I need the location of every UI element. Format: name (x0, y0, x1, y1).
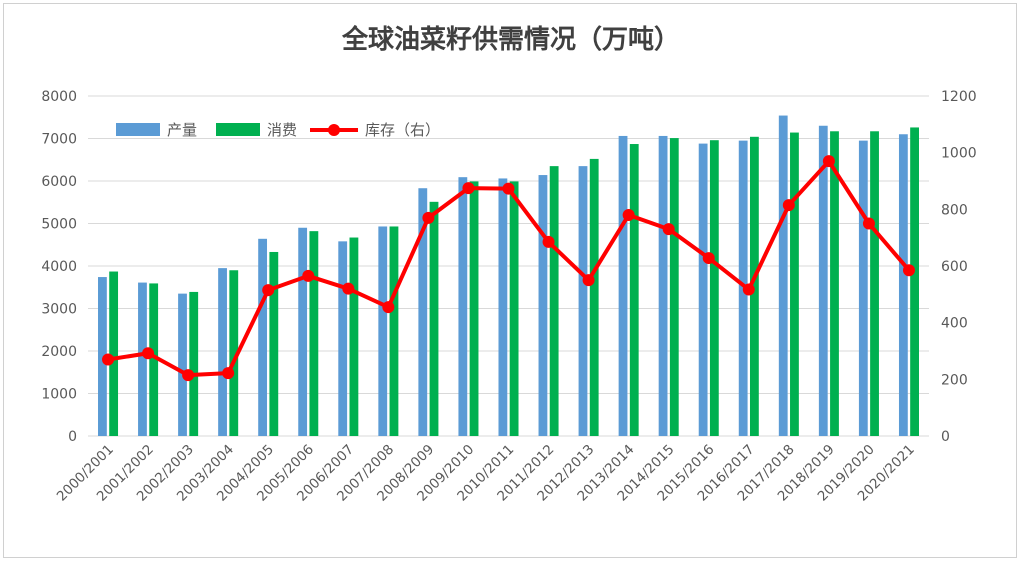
bar-consumption (349, 237, 359, 436)
bar-production (698, 143, 708, 436)
bar-consumption (910, 127, 919, 436)
bar-consumption (589, 158, 599, 436)
stock-point (222, 367, 235, 380)
right-tick-label: 400 (941, 316, 968, 332)
bar-production (858, 140, 868, 436)
legend-swatch-consumption (216, 123, 260, 136)
bar-production (138, 282, 147, 436)
bar-consumption (189, 291, 199, 436)
bar-production (218, 268, 227, 436)
right-axis-ticks: 0 200 400 600 800 1000 1200 (941, 89, 977, 445)
right-tick-label: 600 (941, 259, 968, 275)
legend-label-production: 产量 (167, 121, 197, 139)
stock-point (582, 274, 595, 287)
left-tick-label: 5000 (41, 217, 77, 233)
stock-point (862, 217, 875, 230)
stock-point (142, 347, 155, 360)
stock-point (702, 252, 715, 265)
left-tick-label: 6000 (41, 174, 77, 190)
bar-production (98, 277, 107, 436)
stock-point (822, 155, 835, 168)
left-tick-label: 1000 (41, 387, 77, 403)
left-tick-label: 0 (68, 429, 77, 445)
bar-production (418, 188, 428, 436)
bar-consumption (429, 201, 439, 436)
right-tick-label: 1200 (941, 89, 977, 105)
bar-consumption (669, 138, 679, 436)
bar-consumption (870, 131, 879, 436)
stock-point (182, 369, 195, 382)
stock-point (902, 264, 915, 277)
bar-consumption (229, 270, 239, 436)
bar-production (538, 175, 548, 437)
stock-point (382, 301, 395, 314)
bar-production (898, 134, 908, 436)
gridlines (88, 95, 929, 437)
right-tick-label: 200 (941, 372, 968, 388)
stock-point (342, 282, 355, 295)
left-tick-label: 3000 (41, 302, 77, 318)
left-tick-label: 7000 (41, 132, 77, 148)
bar-consumption (509, 181, 519, 436)
left-tick-label: 2000 (41, 344, 77, 360)
bar-consumption (109, 271, 119, 436)
legend-marker-stock (328, 124, 340, 136)
stock-point (302, 269, 315, 282)
legend-swatch-production (116, 123, 160, 136)
legend: 产量 消费 库存（右） (116, 121, 440, 139)
stock-point (662, 223, 675, 236)
bar-consumption (469, 181, 479, 436)
bar-production (178, 293, 187, 436)
stock-point (742, 283, 755, 296)
bar-consumption (389, 226, 399, 436)
bar-consumption (830, 131, 839, 436)
x-axis-ticks: 2000/20012001/20022002/20032003/20042004… (54, 442, 918, 505)
chart-title: 全球油菜籽供需情况（万吨） (341, 24, 680, 55)
stock-point (422, 211, 435, 224)
chart-frame: 全球油菜籽供需情况（万吨） 0 1000 2000 3000 4000 5000 6000 7… (3, 3, 1017, 558)
left-tick-label: 8000 (41, 89, 77, 105)
stock-point (622, 209, 635, 221)
left-tick-label: 4000 (41, 259, 77, 275)
stock-point (102, 353, 115, 366)
stock-point (782, 199, 795, 212)
bar-production (338, 241, 348, 436)
bar-consumption (309, 231, 319, 436)
bars (98, 115, 919, 437)
stock-line (102, 155, 915, 382)
legend-label-consumption: 消费 (267, 121, 297, 139)
stock-point (502, 182, 515, 195)
bar-consumption (749, 136, 759, 437)
bar-consumption (149, 283, 159, 436)
bar-production (778, 115, 788, 437)
right-tick-label: 1000 (941, 146, 977, 162)
stock-point (542, 235, 555, 248)
bar-production (378, 226, 388, 436)
bar-production (578, 166, 588, 436)
right-tick-label: 800 (941, 202, 968, 218)
bar-consumption (629, 144, 639, 436)
bar-production (458, 177, 468, 437)
bar-production (618, 135, 628, 436)
bar-consumption (549, 166, 559, 436)
right-tick-label: 0 (941, 429, 950, 445)
bar-production (818, 125, 828, 436)
left-axis-ticks: 0 1000 2000 3000 4000 5000 6000 7000 8000 (41, 89, 77, 445)
bar-production (258, 238, 268, 436)
bar-production (498, 178, 508, 436)
stock-point (262, 284, 275, 297)
bar-consumption (709, 140, 719, 436)
bar-production (298, 227, 308, 436)
chart-svg: 全球油菜籽供需情况（万吨） 01000200030004000500060007… (41, 24, 977, 505)
bar-consumption (269, 251, 279, 436)
bar-production (658, 135, 668, 436)
bar-consumption (790, 132, 799, 437)
legend-label-stock: 库存（右） (365, 121, 440, 139)
stock-point (462, 182, 475, 195)
